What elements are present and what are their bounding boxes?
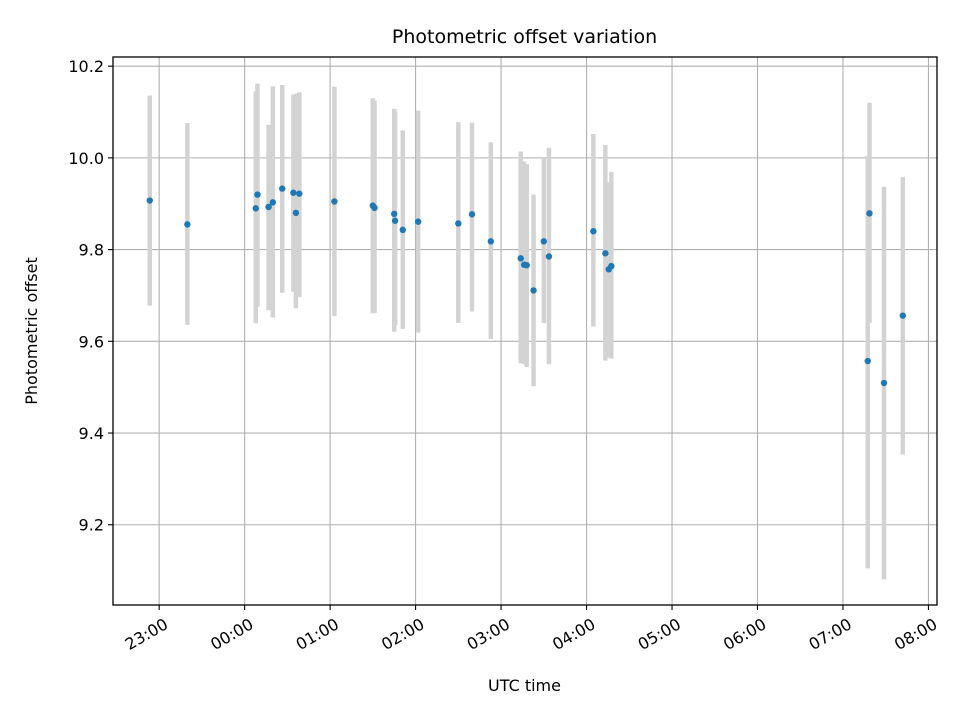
data-point [880,379,888,387]
data-point [540,238,548,245]
x-tick-label: 02:00 [378,614,427,654]
data-point [371,204,378,212]
data-point [468,211,476,218]
data-point [866,210,873,217]
x-tick-label: 06:00 [720,614,769,654]
data-point [608,262,615,270]
data-point [391,217,399,224]
x-tick-label: 08:00 [891,614,940,654]
data-point [290,189,297,196]
y-axis-title: Photometric offset [22,257,41,405]
x-tick-label: 00:00 [207,614,256,654]
plot-frame [112,56,938,606]
x-tick-label: 05:00 [635,614,684,654]
data-point [517,255,524,262]
y-tick-label: 10.0 [68,149,104,168]
data-point [265,203,272,211]
data-point [455,220,462,227]
data-point [487,238,495,245]
data-point [254,191,261,198]
y-tick-label: 9.4 [79,424,104,443]
chart-title: Photometric offset variation [392,26,657,48]
data-point [414,218,422,225]
data-point [545,253,553,260]
data-point [279,185,286,192]
data-point [399,226,406,234]
data-point [899,312,907,319]
data-point [590,228,597,235]
data-point [523,261,530,269]
x-tick-label: 01:00 [293,614,342,654]
x-tick-label: 04:00 [549,614,598,654]
data-point [296,190,303,197]
y-tick-label: 9.2 [79,516,104,535]
data-point [530,287,537,294]
data-point [184,221,191,228]
data-point [252,205,259,212]
x-tick-label: 03:00 [464,614,513,654]
data-point [292,209,300,217]
y-tick-label: 9.8 [79,241,104,260]
y-tick-label: 10.2 [68,57,104,76]
y-axis: 9.2 9.4 9.6 9.8 10.0 10.2 [68,57,113,535]
data-point [331,198,338,205]
data-point [146,197,153,204]
x-tick-label: 07:00 [806,614,855,654]
data-point [602,250,609,257]
x-axis: 23:00 00:00 01:00 02:00 03:00 04:00 05:00 06:00… [122,605,940,654]
y-tick-label: 9.6 [79,332,104,351]
x-axis-title: UTC time [488,676,561,695]
data-point [269,199,277,206]
data-point [864,357,871,365]
data-points [146,185,907,387]
x-tick-label: 23:00 [122,614,171,654]
data-point [391,210,398,218]
